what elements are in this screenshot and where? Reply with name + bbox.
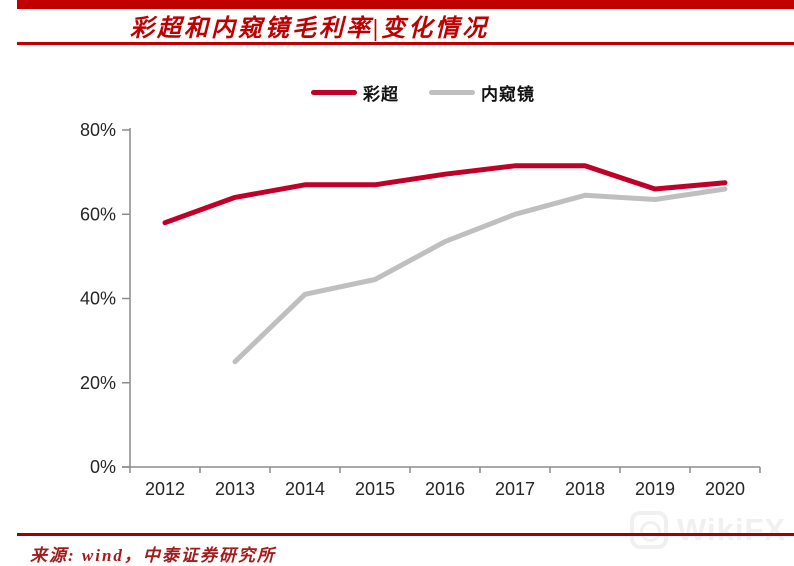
watermark: WikiFX <box>630 511 786 549</box>
x-axis-label: 2018 <box>565 479 605 499</box>
chart-legend: 彩超 内窥镜 <box>311 80 535 105</box>
legend-item-caichao: 彩超 <box>311 80 399 105</box>
wikifx-logo-icon <box>630 511 668 549</box>
bottom-rule <box>17 533 794 536</box>
x-axis-label: 2014 <box>285 479 325 499</box>
y-axis-label: 0% <box>90 457 116 477</box>
watermark-text: WikiFX <box>677 512 787 547</box>
legend-label: 内窥镜 <box>481 85 535 104</box>
x-axis-label: 2020 <box>705 479 745 499</box>
x-axis-label: 2016 <box>425 479 465 499</box>
y-axis-label: 80% <box>80 120 116 140</box>
y-axis-label: 60% <box>80 204 116 224</box>
top-accent-bar <box>17 0 794 9</box>
x-axis-label: 2015 <box>355 479 395 499</box>
legend-swatch-red <box>311 90 357 95</box>
y-axis-label: 20% <box>80 373 116 393</box>
series-line-彩超 <box>162 163 728 226</box>
x-axis-label: 2017 <box>495 479 535 499</box>
x-axis-label: 2019 <box>635 479 675 499</box>
page-title: 彩超和内窥镜毛利率|变化情况 <box>130 16 490 42</box>
legend-swatch-gray <box>429 90 475 95</box>
legend-item-neikuijing: 内窥镜 <box>429 80 535 105</box>
x-axis-label: 2013 <box>215 479 255 499</box>
source-note: 来源: wind，中泰证券研究所 <box>30 546 276 565</box>
x-axis-label: 2012 <box>145 479 185 499</box>
y-axis-label: 40% <box>80 289 116 309</box>
series-line-内窥镜 <box>232 186 728 365</box>
legend-label: 彩超 <box>363 85 399 104</box>
title-underline <box>17 42 794 45</box>
